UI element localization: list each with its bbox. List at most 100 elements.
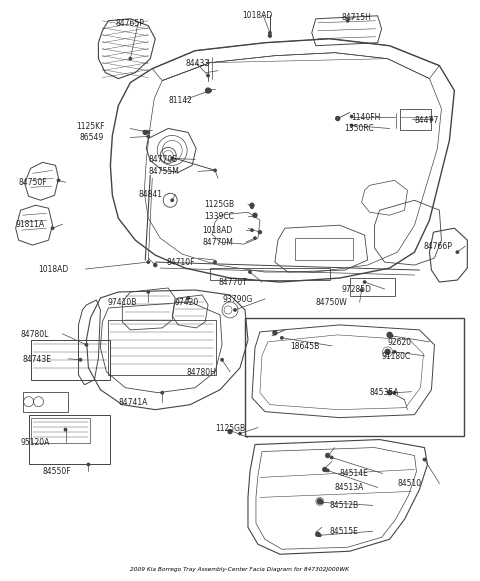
Circle shape — [147, 261, 149, 263]
Circle shape — [129, 58, 132, 60]
Circle shape — [209, 89, 211, 92]
Circle shape — [326, 469, 329, 472]
Circle shape — [350, 124, 353, 127]
Circle shape — [423, 458, 426, 461]
Circle shape — [336, 117, 340, 120]
Circle shape — [64, 428, 67, 431]
Text: 84477: 84477 — [415, 116, 439, 124]
Bar — [31, 340, 110, 380]
Text: 1350RC: 1350RC — [345, 124, 374, 134]
Circle shape — [268, 34, 271, 37]
Circle shape — [214, 169, 216, 171]
Text: 84770M: 84770M — [202, 238, 233, 247]
Circle shape — [251, 206, 253, 209]
Text: 84750W: 84750W — [316, 298, 348, 307]
Circle shape — [360, 289, 363, 291]
Circle shape — [187, 297, 189, 299]
Text: 84755M: 84755M — [148, 167, 179, 177]
Circle shape — [249, 271, 251, 273]
Circle shape — [171, 157, 173, 160]
Text: 1018AD: 1018AD — [38, 265, 69, 274]
Circle shape — [321, 501, 323, 504]
Circle shape — [258, 231, 262, 234]
Circle shape — [385, 349, 390, 354]
Circle shape — [57, 179, 60, 181]
Bar — [23, 392, 68, 412]
Circle shape — [387, 390, 392, 394]
Text: 84770T: 84770T — [218, 278, 247, 287]
Text: 84750F: 84750F — [19, 178, 47, 187]
Circle shape — [363, 281, 366, 283]
Circle shape — [250, 203, 254, 207]
Bar — [31, 418, 90, 443]
Circle shape — [456, 251, 458, 253]
Text: 84513A: 84513A — [335, 483, 364, 493]
Text: 1339CC: 1339CC — [204, 212, 234, 221]
Text: 84741A: 84741A — [119, 397, 148, 407]
Circle shape — [281, 336, 283, 339]
Circle shape — [171, 199, 173, 202]
Text: 97285D: 97285D — [342, 285, 372, 294]
Text: 1140FH: 1140FH — [352, 113, 381, 121]
Bar — [210, 268, 330, 280]
Text: 93790G: 93790G — [222, 295, 252, 304]
Text: 84765P: 84765P — [115, 19, 144, 28]
Text: 91811A: 91811A — [16, 220, 45, 229]
Text: 97410B: 97410B — [108, 298, 137, 307]
Circle shape — [393, 392, 396, 394]
Text: 84515E: 84515E — [330, 528, 359, 536]
Circle shape — [234, 309, 236, 311]
Circle shape — [326, 454, 330, 457]
Circle shape — [387, 332, 392, 338]
Text: 1125GB: 1125GB — [215, 424, 245, 433]
Text: 84512B: 84512B — [330, 501, 359, 510]
Text: 1018AD: 1018AD — [242, 11, 272, 20]
Bar — [29, 415, 110, 464]
Text: 84433: 84433 — [185, 59, 209, 67]
Text: 84770S: 84770S — [148, 155, 177, 164]
Circle shape — [87, 463, 90, 466]
Text: 84715H: 84715H — [342, 13, 372, 22]
Text: 84766P: 84766P — [423, 242, 452, 251]
Circle shape — [214, 261, 216, 263]
Text: 18645B: 18645B — [290, 342, 319, 351]
Circle shape — [221, 358, 223, 361]
Circle shape — [323, 468, 327, 471]
Text: 84841: 84841 — [138, 191, 162, 199]
Text: 84510: 84510 — [397, 479, 421, 489]
Circle shape — [253, 213, 257, 217]
Text: 84710F: 84710F — [166, 258, 195, 267]
Circle shape — [350, 115, 353, 118]
Circle shape — [317, 499, 322, 504]
Circle shape — [154, 264, 157, 267]
Circle shape — [228, 429, 232, 433]
Text: 84780H: 84780H — [186, 368, 216, 376]
Circle shape — [207, 74, 209, 77]
Text: 84780L: 84780L — [21, 330, 49, 339]
Circle shape — [273, 331, 277, 335]
Text: 97420: 97420 — [174, 298, 198, 307]
Circle shape — [269, 31, 271, 34]
Circle shape — [51, 227, 54, 229]
Text: 1018AD: 1018AD — [202, 226, 232, 235]
Circle shape — [393, 350, 396, 353]
Bar — [245, 318, 464, 436]
Circle shape — [79, 358, 82, 361]
Circle shape — [254, 215, 256, 217]
Bar — [295, 238, 353, 260]
Text: 84550F: 84550F — [43, 468, 71, 476]
Text: 2009 Kia Borrego Tray Assembly-Center Facia Diagram for 847302J000WK: 2009 Kia Borrego Tray Assembly-Center Fa… — [131, 567, 349, 572]
Circle shape — [161, 392, 163, 394]
Text: 1125GB: 1125GB — [204, 200, 234, 209]
Bar — [399, 109, 432, 131]
Text: 84514E: 84514E — [340, 469, 369, 479]
Circle shape — [205, 88, 211, 93]
Text: 81142: 81142 — [168, 95, 192, 105]
Circle shape — [347, 20, 349, 22]
Circle shape — [390, 335, 393, 337]
Circle shape — [147, 135, 149, 138]
Circle shape — [331, 456, 333, 459]
Text: 84743E: 84743E — [23, 355, 52, 364]
Circle shape — [430, 119, 432, 121]
Bar — [350, 278, 395, 296]
